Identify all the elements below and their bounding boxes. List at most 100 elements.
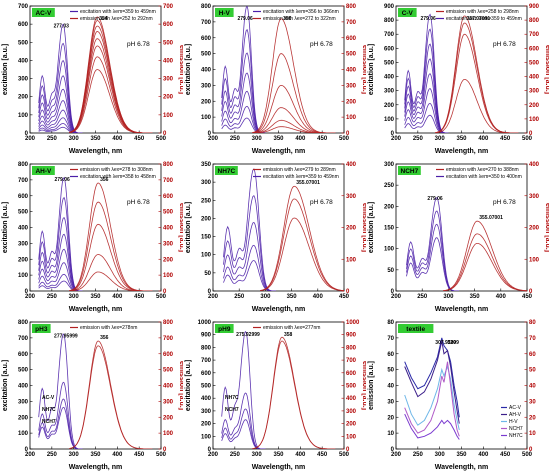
y-tick-label: 100 (18, 431, 29, 437)
x-tick-label: 300 (260, 294, 271, 300)
x-tick-label: 200 (391, 452, 402, 458)
panel-tag (32, 166, 55, 175)
y-axis-title: excitation [a.u.] (368, 202, 375, 253)
y-tick-label: 800 (384, 18, 395, 24)
x-tick-label: 200 (391, 136, 402, 142)
x-tick-label: 400 (313, 294, 324, 300)
series-line-ah-v (404, 340, 460, 424)
chart-svg-ph9: 200 250 300 350 400 450 5000100200300400500600… (185, 320, 366, 471)
y-tick-label: 200 (384, 103, 395, 109)
x-tick-label: 350 (90, 452, 101, 458)
panel-textile: 200 250 300 350 400 450 500 0 10 20 30 40 50 60 70 80 0 1… (366, 316, 549, 473)
y2-axis-title: emission [a.u.] (361, 361, 366, 410)
emission-curve (69, 345, 153, 449)
plot-area (38, 16, 153, 133)
panel-tag-label: AH-V (35, 168, 52, 175)
y2-axis-title: emission [a.u.] (361, 203, 366, 252)
x-tick-label: 500 (156, 294, 167, 300)
y-tick-label: 800 (18, 320, 29, 326)
y2-tick-label: 400 (346, 396, 357, 402)
y2-tick-label: 800 (346, 4, 357, 10)
peak-annotation: 279.06 (54, 177, 70, 183)
y2-tick-label: 400 (163, 384, 174, 390)
excitation-curve (38, 126, 83, 133)
y2-tick-label: 70 (529, 336, 536, 342)
y2-tick-label: 200 (163, 95, 174, 101)
y2-axis-title: emission [a.u.] (544, 45, 549, 94)
y2-tick-label: 800 (346, 345, 357, 351)
y2-axis-title: emission [a.u.] (178, 45, 183, 94)
y-axis-title: excitation [a.u.] (2, 360, 9, 411)
y-tick-label: 30 (387, 399, 394, 405)
emission-curve (435, 22, 519, 133)
y-tick-label: 50 (204, 271, 211, 277)
plot-area (404, 13, 519, 133)
peak-annotation: AC-V (42, 395, 55, 401)
x-tick-label: 500 (156, 452, 167, 458)
y-tick-label: 900 (384, 4, 395, 10)
x-tick-label: 250 (234, 294, 245, 300)
y2-tick-label: 100 (529, 257, 540, 263)
panel-tag (32, 324, 51, 333)
panel-tag-label: H-V (219, 10, 231, 17)
y-tick-label: 800 (18, 162, 29, 168)
excitation-curve (38, 381, 83, 449)
y2-tick-label: 500 (163, 40, 174, 46)
emission-curve (69, 201, 153, 291)
y-tick-label: 0 (208, 289, 212, 295)
peak-annotation: NCH7 (225, 407, 239, 413)
y-tick-label: 500 (384, 60, 395, 66)
x-tick-label: 450 (339, 294, 350, 300)
panel-tag (398, 166, 421, 175)
y-tick-label: 800 (201, 345, 212, 351)
y2-tick-label: 600 (346, 36, 357, 42)
panel-nh7c: 200 250 300 350 400 450 0 50 100 150 200 250 300 350 0… (183, 158, 366, 315)
y2-axis-title: emission [a.u.] (178, 361, 183, 410)
y-tick-label: 100 (201, 115, 212, 121)
y-tick-label: 300 (18, 77, 29, 83)
y-axis-title: excitation [a.u.] (185, 44, 192, 95)
x-tick-label: 400 (478, 136, 489, 142)
x-tick-label: 450 (500, 136, 511, 142)
x-tick-label: 450 (522, 294, 533, 300)
chart-svg-ac-v: 200 250 300 350 400 450 5000100200300400500600… (2, 4, 183, 155)
chart-svg-nh7c: 200 250 300 350 400 4500501001502002503003500… (185, 162, 366, 313)
x-tick-label: 400 (112, 136, 123, 142)
y-tick-label: 0 (208, 131, 212, 137)
x-tick-label: 500 (156, 136, 167, 142)
x-tick-label: 300 (252, 452, 263, 458)
emission-curve (260, 217, 344, 291)
y2-tick-label: 300 (163, 399, 174, 405)
y-tick-label: 600 (18, 352, 29, 358)
plot-area (223, 168, 344, 291)
legend-entry: excitation with λem=359 to 459nm (263, 174, 339, 180)
y-tick-label: 200 (18, 95, 29, 101)
y-tick-label: 200 (18, 415, 29, 421)
peak-annotation: 356 (100, 177, 109, 183)
ph-label: pH 6.78 (127, 41, 150, 48)
x-axis-title: Wavelength, nm (69, 464, 122, 471)
panel-ph9: 200 250 300 350 400 450 500 0 100 200 300 400 500 600… (183, 316, 366, 473)
x-tick-label: 400 (295, 452, 306, 458)
emission-curve (69, 223, 153, 291)
y2-tick-label: 300 (346, 83, 357, 89)
y-tick-label: 500 (18, 210, 29, 216)
y2-tick-label: 0 (529, 289, 533, 295)
y2-axis-title: emission [a.u.] (361, 45, 366, 94)
excitation-curve (406, 196, 459, 291)
y-tick-label: 100 (18, 273, 29, 279)
peak-annotation: 277.03 (54, 24, 70, 30)
legend-entry: emission with λex=258 to 298nm (446, 9, 519, 15)
panel-ph3: 200 250 300 350 400 450 500 0 100 200 300 400 500 600… (0, 316, 183, 473)
y-tick-label: 100 (201, 434, 212, 440)
y-tick-label: 400 (201, 68, 212, 74)
x-tick-label: 200 (208, 294, 219, 300)
y2-tick-label: 30 (529, 399, 536, 405)
emission-curve (435, 33, 519, 133)
y2-tick-label: 80 (529, 320, 536, 326)
y2-tick-label: 700 (346, 20, 357, 26)
series-line-ac-v (404, 337, 460, 418)
legend-entry: excitation with λem=350 to 400nm (446, 174, 522, 180)
x-tick-label: 300 (435, 136, 446, 142)
x-tick-label: 300 (69, 452, 80, 458)
